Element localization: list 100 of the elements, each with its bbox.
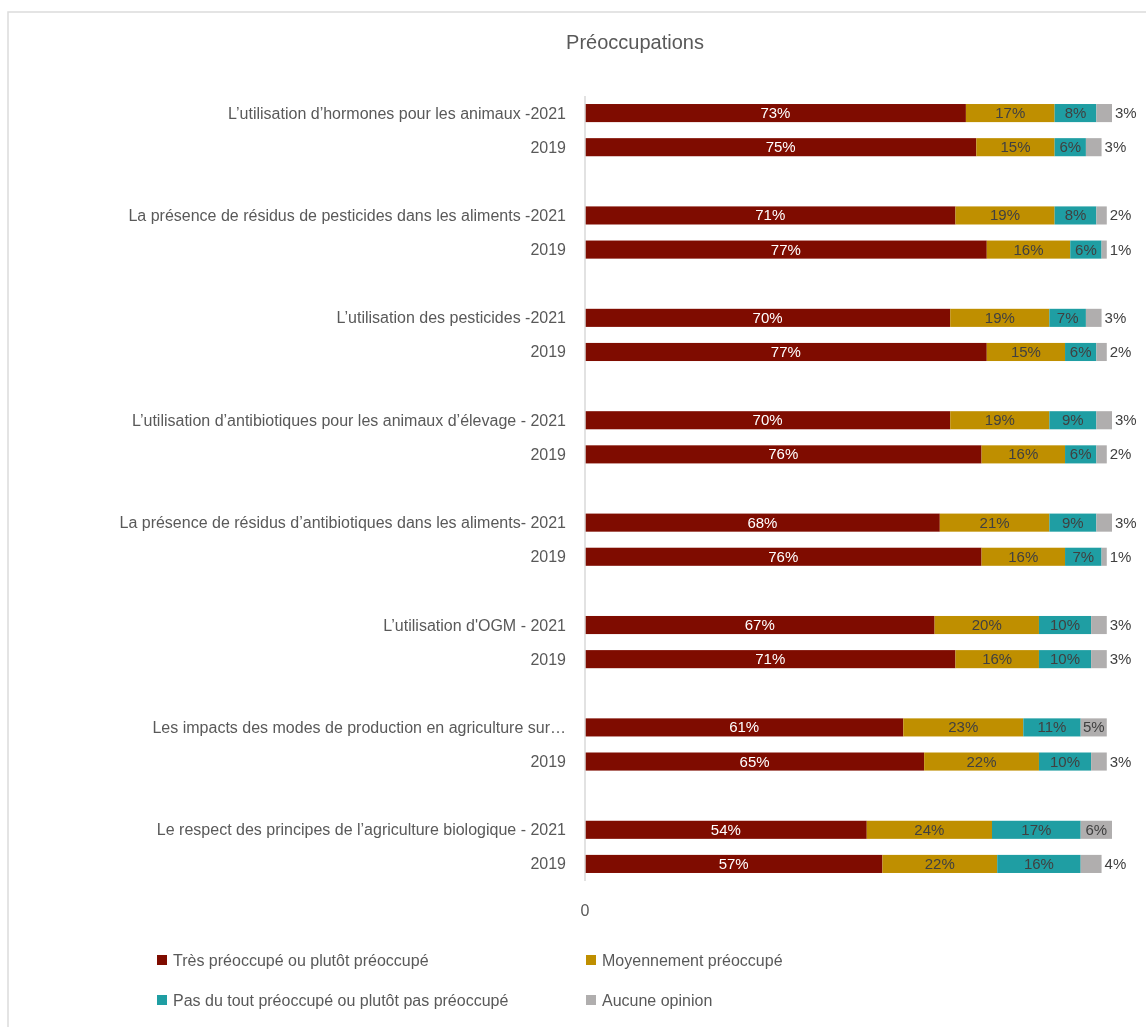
bar [585,752,925,771]
bar [1085,308,1102,327]
data-label: 7% [1072,547,1095,565]
data-label: 61% [729,718,760,736]
legend-label: Pas du tout préoccupé ou plutôt pas préoccupé [173,992,509,1009]
bar [585,308,951,327]
data-label: 19% [984,308,1015,326]
data-label: 16% [1008,547,1039,565]
bar [1091,650,1107,669]
data-label: 70% [752,308,783,326]
data-label: 17% [995,104,1026,122]
y-tick-label: L’utilisation des pesticides -2021 [336,309,567,327]
data-label: 16% [1008,445,1039,463]
chart-title: Préoccupations [566,31,704,53]
data-label: 9% [1062,513,1084,531]
bar [585,342,987,362]
bar [585,615,935,635]
data-label: 8% [1064,104,1087,122]
legend-label: Aucune opinion [602,992,713,1009]
data-label: 71% [755,650,786,668]
y-tick-label: Le respect des principes de l’agriculture biologique - 2021 [156,821,567,839]
data-label: 22% [924,854,955,872]
data-label: 4% [1104,854,1127,872]
y-tick-label: L’utilisation d’antibiotiques pour les animaux d’élevage - 2021 [131,411,567,429]
bar [585,445,982,464]
data-label: 16% [1023,854,1054,872]
bar [585,513,940,532]
data-label: 67% [744,616,775,634]
bar [950,308,1050,327]
data-label: 23% [948,718,979,736]
data-label: 75% [765,138,796,156]
data-label: 21% [979,513,1010,531]
bar [1096,342,1107,362]
data-label: 1% [1109,547,1132,565]
bar [950,411,1050,430]
y-tick-label: 2019 [530,753,567,771]
bar [1096,104,1112,123]
bar [1101,240,1107,259]
bar [939,513,1050,532]
data-label: 7% [1056,308,1079,326]
bar [585,650,956,669]
bar [1091,752,1107,771]
data-label: 24% [914,820,945,838]
y-tick-label: 2019 [530,343,567,361]
data-label: 15% [1010,342,1041,360]
bar [585,718,904,737]
data-label: 6% [1059,138,1082,156]
bar [882,854,998,873]
data-label: 1% [1109,240,1132,258]
data-label: 10% [1050,616,1081,634]
y-tick-label: 2019 [530,855,567,873]
bar [585,547,982,566]
data-label: 76% [768,547,799,565]
y-tick-label: 2019 [530,241,567,259]
data-label: 5% [1082,718,1105,736]
data-label: 65% [739,752,770,770]
data-label: 73% [760,104,791,122]
bar [866,820,992,839]
y-tick-label: 2019 [530,650,567,668]
data-label: 3% [1115,513,1137,531]
bar [1101,547,1107,566]
data-label: 3% [1115,411,1137,429]
bar [903,718,1024,737]
data-label: 2% [1109,342,1132,360]
data-label: 71% [755,206,786,224]
data-label: 6% [1085,820,1108,838]
bar [965,104,1055,123]
bar [585,206,956,225]
data-label: 16% [982,650,1013,668]
legend-label: Moyennement préoccupé [602,952,783,969]
bar [924,752,1039,771]
y-tick-label: La présence de résidus d’antibiotiques dans les aliments- 2021 [119,514,567,532]
bar [1091,615,1107,635]
data-label: 77% [770,342,801,360]
data-label: 9% [1062,411,1084,429]
data-label: 68% [747,513,778,531]
bar [585,820,867,839]
data-label: 17% [1021,820,1052,838]
bar [1096,513,1112,532]
data-label: 20% [971,616,1002,634]
data-label: 22% [966,752,997,770]
data-label: 19% [990,206,1021,224]
data-label: 6% [1069,445,1092,463]
y-tick-label: Les impacts des modes de production en agriculture sur… [152,718,566,736]
bar [1096,445,1107,464]
y-tick-label: L’utilisation d'OGM - 2021 [383,616,567,634]
bar [585,854,883,873]
data-label: 11% [1037,718,1067,736]
text: 0 [580,902,590,919]
data-label: 15% [1000,138,1031,156]
bar [991,820,1081,839]
data-label: 3% [1109,752,1132,770]
data-label: 8% [1064,206,1087,224]
legend-label: Très préoccupé ou plutôt préoccupé [173,952,429,969]
y-tick-label: 2019 [530,548,567,566]
data-label: 70% [752,411,783,429]
data-label: 16% [1013,240,1044,258]
data-label: 76% [768,445,799,463]
data-label: 3% [1109,650,1132,668]
bar [955,206,1055,225]
